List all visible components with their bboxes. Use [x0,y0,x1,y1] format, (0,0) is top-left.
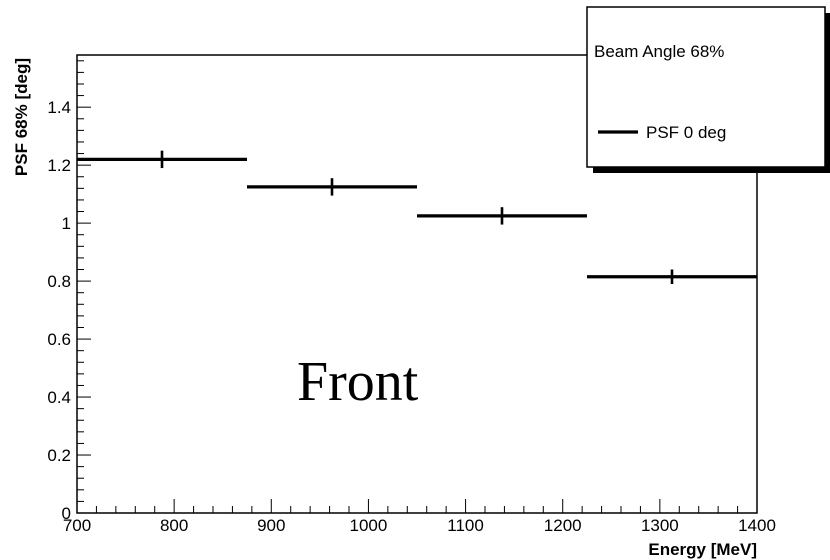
legend: Beam Angle 68% PSF 0 deg [586,6,830,173]
y-tick-label: 1 [62,214,71,233]
data-point [77,150,247,169]
data-point [587,269,757,284]
y-tick-label: 0 [62,504,71,523]
y-tick-label: 0.4 [47,388,71,407]
x-tick-label: 1400 [738,516,776,535]
data-point [417,207,587,225]
x-tick-label: 1000 [350,516,388,535]
x-tick-label: 900 [257,516,285,535]
x-tick-label: 1300 [641,516,679,535]
y-tick-label: 0.2 [47,446,71,465]
x-tick-label: 1100 [447,516,484,535]
x-tick-label: 800 [160,516,188,535]
data-point [247,178,417,196]
data-series [77,150,757,284]
plot-frame [76,54,758,514]
y-axis-title: PSF 68% [deg] [12,58,31,176]
x-tick-label: 1200 [544,516,582,535]
front-annotation: Front [297,351,419,413]
y-tick-label: 1.2 [47,156,71,175]
y-tick-label: 1.4 [47,98,71,117]
axes: 700 800 900 1000 1100 1200 1300 1400 0 0.2 0.4 0.6 0… [47,60,776,535]
x-tick-label: 700 [63,516,91,535]
legend-entry-psf-0-deg: PSF 0 deg [646,123,726,142]
legend-box [586,6,826,168]
x-axis-title: Energy [MeV] [648,540,757,559]
legend-header: Beam Angle 68% [594,42,724,61]
y-tick-label: 0.6 [47,330,71,349]
y-tick-label: 0.8 [47,272,71,291]
